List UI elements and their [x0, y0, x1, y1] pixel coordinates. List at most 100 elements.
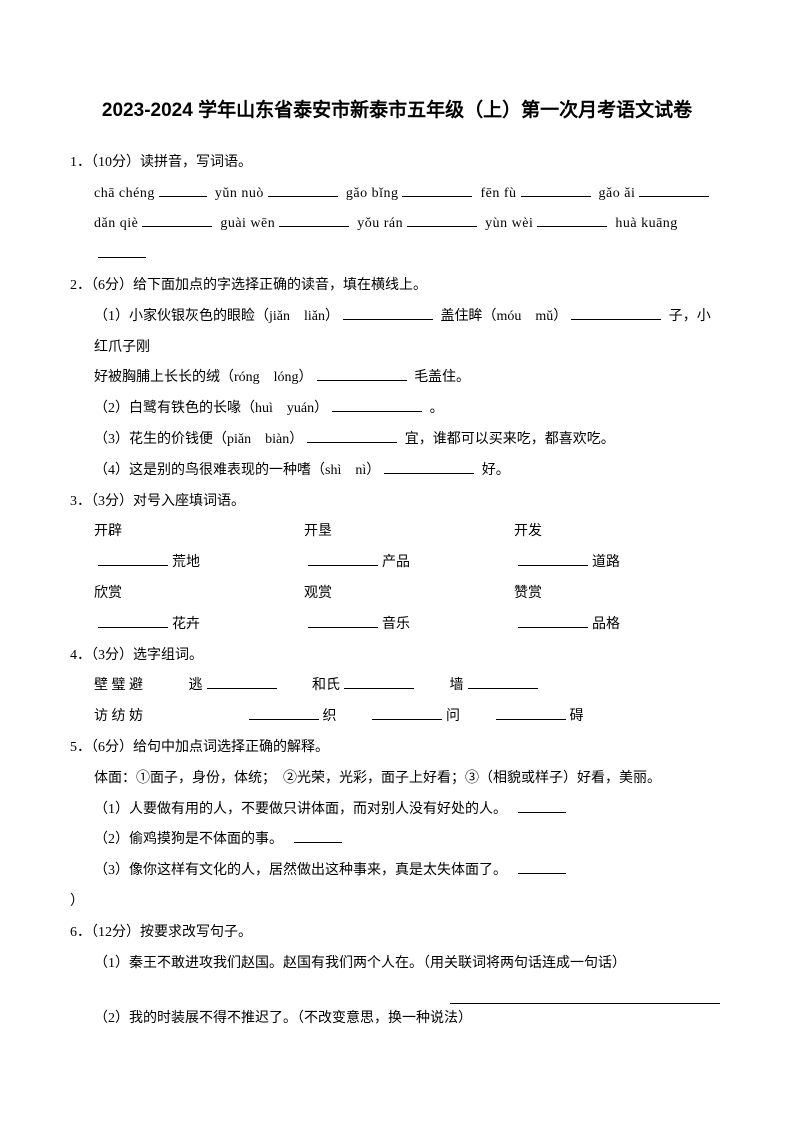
pinyin: yùn wèi: [485, 216, 533, 231]
answer-line[interactable]: [450, 989, 720, 1004]
blank[interactable]: [496, 705, 566, 720]
q3-row3: 欣赏 观赏 赞赏: [70, 579, 724, 610]
blank[interactable]: [518, 551, 588, 566]
text: （4）这是别的鸟很难表现的一种嗜（shì nì）: [94, 463, 380, 478]
word: 逃: [189, 678, 203, 693]
text: 。: [430, 401, 444, 416]
word: 观赏: [304, 579, 514, 610]
q2-s1: （1）小家伙银灰色的眼睑（jiǎn liǎn） 盖住眸（móu mǔ） 子，小红…: [70, 302, 724, 364]
text: （3）像你这样有文化的人，居然做出这种事来，真是太失体面了。: [94, 863, 500, 878]
pinyin: fēn fù: [480, 186, 516, 201]
blank[interactable]: [343, 305, 433, 320]
pinyin: yǔn nuò: [215, 186, 264, 201]
blank[interactable]: [249, 705, 319, 720]
word: 开垦: [304, 517, 514, 548]
word: 开辟: [94, 517, 304, 548]
blank[interactable]: [518, 859, 566, 874]
q5-s2: （2）偷鸡摸狗是不体面的事。: [70, 825, 724, 856]
blank[interactable]: [98, 243, 146, 258]
q1-line1: chā chéng yǔn nuò gǎo bǐng fēn fù gǎo ǎi: [70, 179, 724, 210]
word: 赞赏: [514, 579, 724, 610]
word: 欣赏: [94, 579, 304, 610]
blank[interactable]: [308, 551, 378, 566]
q3-row4: 花卉 音乐 品格: [70, 610, 724, 641]
q5-head: 5．（6分）给句中加点词选择正确的解释。: [70, 733, 724, 764]
pinyin: huà kuāng: [615, 216, 677, 231]
pinyin: yǒu rán: [357, 216, 403, 231]
blank[interactable]: [518, 798, 566, 813]
text: 宜，谁都可以买来吃，都喜欢吃。: [405, 432, 615, 447]
text: 好被胸脯上长长的绒（róng lóng）: [94, 370, 313, 385]
q1-head: 1．（10分）读拼音，写词语。: [70, 148, 724, 179]
q6-s1: （1）秦王不敢进攻我们赵国。赵国有我们两个人在。（用关联词将两句话连成一句话）: [70, 949, 724, 980]
blank[interactable]: [402, 182, 472, 197]
text: 毛盖住。: [414, 370, 470, 385]
blank[interactable]: [98, 613, 168, 628]
blank[interactable]: [521, 182, 591, 197]
text: （2）偷鸡摸狗是不体面的事。: [94, 832, 276, 847]
blank[interactable]: [142, 212, 212, 227]
q2-s2: （2）白鹭有铁色的长喙（huì yuán） 。: [70, 394, 724, 425]
blank[interactable]: [159, 182, 207, 197]
q3-row2: 荒地 产品 道路: [70, 548, 724, 579]
blank[interactable]: [332, 397, 422, 412]
q2-s3: （3）花生的价钱便（piǎn biàn） 宜，谁都可以买来吃，都喜欢吃。: [70, 425, 724, 456]
pinyin: gǎo ǎi: [599, 186, 636, 201]
blank[interactable]: [294, 828, 342, 843]
blank[interactable]: [207, 674, 277, 689]
blank[interactable]: [344, 674, 414, 689]
word: 荒地: [172, 555, 200, 570]
blank[interactable]: [384, 459, 474, 474]
chars: 访 纺 妨: [94, 709, 143, 724]
q5-tail: ）: [70, 887, 724, 918]
pinyin: gǎo bǐng: [346, 186, 399, 201]
blank[interactable]: [98, 551, 168, 566]
word: 道路: [592, 555, 620, 570]
word: 织: [323, 709, 337, 724]
blank[interactable]: [307, 428, 397, 443]
q5-s3: （3）像你这样有文化的人，居然做出这种事来，真是太失体面了。: [70, 856, 724, 887]
q4-line2: 访 纺 妨 织 问 碍: [70, 702, 724, 733]
text: （3）花生的价钱便（piǎn biàn）: [94, 432, 303, 447]
text: （1）小家伙银灰色的眼睑（jiǎn liǎn）: [94, 309, 339, 324]
q4-head: 4．（3分）选字组词。: [70, 641, 724, 672]
blank[interactable]: [537, 212, 607, 227]
q2-s4: （4）这是别的鸟很难表现的一种嗜（shì nì） 好。: [70, 456, 724, 487]
word: 碍: [570, 709, 584, 724]
text: 好。: [482, 463, 510, 478]
text: （1）人要做有用的人，不要做只讲体面，而对别人没有好处的人。: [94, 802, 500, 817]
text: （2）白鹭有铁色的长喙（huì yuán）: [94, 401, 328, 416]
word: 产品: [382, 555, 410, 570]
q6-head: 6．（12分）按要求改写句子。: [70, 918, 724, 949]
q6-s2: （2）我的时装展不得不推迟了。（不改变意思，换一种说法）: [70, 1004, 724, 1035]
q1-line2: dǎn qiè guài wēn yǒu rán yùn wèi huà kuā…: [70, 209, 724, 271]
word: 花卉: [172, 617, 200, 632]
blank[interactable]: [639, 182, 709, 197]
text: 盖住眸（móu mǔ）: [441, 309, 568, 324]
q4-line1: 壁 璧 避 逃 和氏 墙: [70, 671, 724, 702]
word: 品格: [592, 617, 620, 632]
word: 问: [446, 709, 460, 724]
page-title: 2023-2024 学年山东省泰安市新泰市五年级（上）第一次月考语文试卷: [70, 90, 724, 132]
blank[interactable]: [317, 366, 407, 381]
pinyin: dǎn qiè: [94, 216, 138, 231]
word: 和氏: [312, 678, 340, 693]
word: 开发: [514, 517, 724, 548]
chars: 壁 璧 避: [94, 678, 143, 693]
q2-head: 2．（6分）给下面加点的字选择正确的读音，填在横线上。: [70, 271, 724, 302]
blank[interactable]: [308, 613, 378, 628]
blank[interactable]: [372, 705, 442, 720]
q3-row1: 开辟 开垦 开发: [70, 517, 724, 548]
word: 音乐: [382, 617, 410, 632]
blank[interactable]: [518, 613, 588, 628]
blank[interactable]: [407, 212, 477, 227]
q3-head: 3．（3分）对号入座填词语。: [70, 487, 724, 518]
blank[interactable]: [468, 674, 538, 689]
pinyin: chā chéng: [94, 186, 155, 201]
blank[interactable]: [268, 182, 338, 197]
blank[interactable]: [571, 305, 661, 320]
word: 墙: [450, 678, 464, 693]
q5-def: 体面：①面子，身份，体统； ②光荣，光彩，面子上好看；③（相貌或样子）好看，美丽…: [70, 764, 724, 795]
pinyin: guài wēn: [220, 216, 275, 231]
blank[interactable]: [279, 212, 349, 227]
